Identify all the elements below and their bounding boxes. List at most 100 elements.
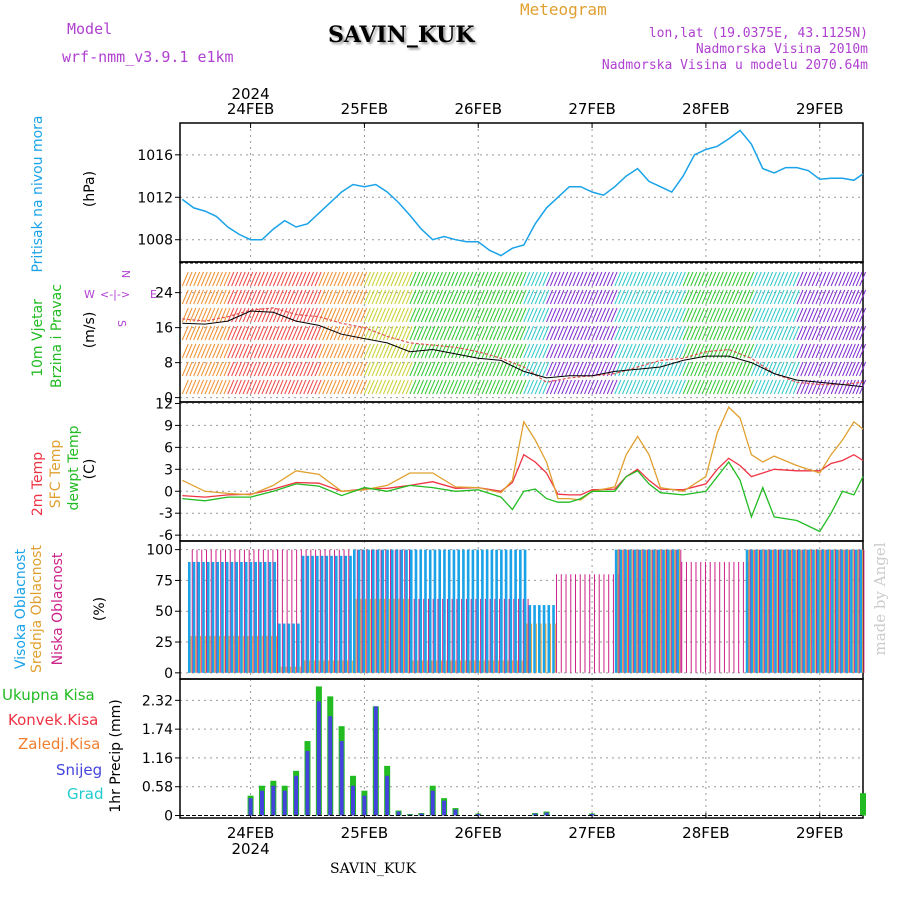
cloud-high-bar: [362, 549, 366, 673]
wind-barb: [614, 289, 622, 305]
wind-barb: [409, 307, 417, 323]
wind-barb: [200, 343, 208, 359]
wind-barb: [580, 379, 588, 395]
wind-barb: [796, 289, 804, 305]
cloud-high-bar: [376, 549, 380, 673]
wind-barb: [405, 271, 413, 287]
cloud-low-bar: [801, 549, 803, 673]
cloud-mid-bar: [545, 623, 547, 673]
cloud-low-bar: [565, 574, 567, 673]
wind-barb: [458, 289, 466, 305]
wind-barb: [310, 289, 318, 305]
cloud-high-bar: [745, 549, 749, 673]
cloud-mid-bar: [535, 623, 537, 673]
cloud-high-bar: [676, 549, 680, 673]
ytick-label: 2.32: [142, 693, 173, 709]
wind-barb: [686, 271, 694, 287]
wind-barb: [603, 325, 610, 341]
cloud-low-bar: [296, 549, 298, 673]
wind-barb: [276, 289, 284, 305]
wind-barb: [859, 289, 867, 305]
temp-line-temp2m: [182, 453, 864, 498]
wind-barb: [804, 343, 812, 359]
wind-barb: [318, 325, 326, 341]
wind-barb: [815, 271, 823, 287]
wind-barb: [584, 325, 591, 341]
wind-barb: [371, 271, 379, 287]
wind-barb: [272, 343, 280, 359]
wind-barb: [439, 379, 447, 395]
wind-barb: [709, 289, 717, 305]
wind-barb: [261, 343, 269, 359]
cloud-low-bar: [675, 549, 677, 673]
wind-barb: [743, 289, 751, 305]
wind-barb: [458, 379, 466, 395]
cloud-low-bar: [589, 574, 591, 673]
wind-barb: [728, 361, 736, 377]
wind-barb: [603, 343, 610, 359]
wind-barb: [303, 325, 311, 341]
wind-barb: [348, 379, 356, 395]
cloud-high-bar: [816, 549, 820, 673]
wind-barb: [424, 343, 432, 359]
wind-barb: [648, 361, 656, 377]
wind-barb: [477, 343, 485, 359]
cloud-high-bar: [552, 605, 555, 673]
cloud-low-bar: [334, 549, 336, 673]
cloud-high-bar: [405, 549, 408, 673]
wind-barb: [436, 379, 443, 395]
wind-barb: [447, 361, 455, 377]
wind-barb: [542, 361, 550, 377]
wind-barb: [823, 325, 830, 341]
wind-barb: [458, 271, 466, 287]
wind-barb: [436, 361, 443, 377]
wind-barb: [747, 343, 755, 359]
station-title: SAVIN_KUK: [328, 22, 475, 48]
wind-barb: [413, 361, 421, 377]
cloud-high-bar: [371, 549, 375, 673]
cloud-high-bar: [409, 549, 413, 673]
wind-barb: [534, 325, 542, 341]
wind-barb: [231, 289, 239, 305]
wind-barb: [800, 343, 808, 359]
wind-barb: [227, 307, 235, 323]
wind-barb: [747, 307, 755, 323]
wind-barb: [667, 343, 675, 359]
wind-barb: [394, 361, 402, 377]
wind-barb: [208, 289, 216, 305]
wind-barb: [424, 325, 432, 341]
wind-barb: [859, 343, 867, 359]
wind-barb: [599, 307, 607, 323]
wind-barb: [253, 343, 261, 359]
wind-barb: [838, 361, 846, 377]
wind-barb: [379, 289, 387, 305]
cloud-high-bar: [490, 549, 494, 673]
wind-barb: [371, 379, 379, 395]
wind-barb: [659, 379, 667, 395]
cloud-mid-bar: [531, 623, 533, 673]
precip-snow-bar: [294, 775, 299, 816]
wind-barb: [618, 307, 626, 323]
wind-barb: [314, 289, 322, 305]
wind-barb: [606, 289, 614, 305]
wind-barb: [826, 379, 834, 395]
wind-barb: [223, 379, 231, 395]
wind-barb: [314, 325, 322, 341]
wind-barb: [204, 325, 212, 341]
wind-barb: [413, 289, 421, 305]
wind-barb: [766, 379, 774, 395]
wind-barb: [565, 325, 572, 341]
cloud-low-bar: [310, 549, 312, 673]
wind-barb: [272, 271, 280, 287]
wind-barb: [845, 271, 853, 287]
wind-barb: [527, 361, 535, 377]
wind-barb: [246, 289, 254, 305]
cloud-mid-bar: [347, 660, 349, 673]
wind-barb: [621, 325, 629, 341]
precip-snow-bar: [339, 741, 344, 816]
cloud-high-bar: [330, 555, 333, 673]
cloud-mid-bar: [488, 660, 490, 673]
wind-barb: [640, 271, 648, 287]
wind-barb: [728, 307, 736, 323]
wind-barb: [447, 307, 455, 323]
